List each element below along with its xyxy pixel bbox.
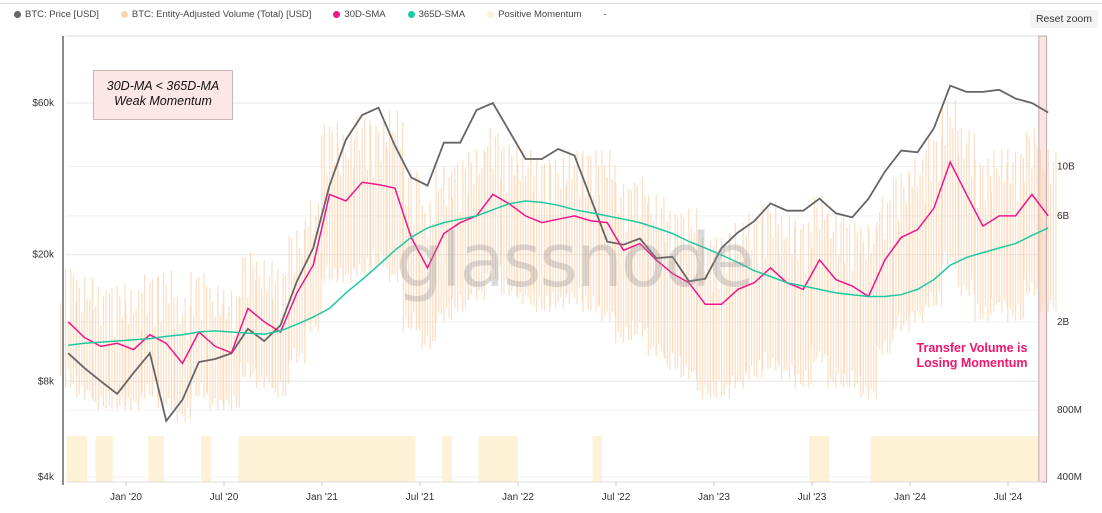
x-tick-label: Jul '22	[602, 492, 631, 503]
x-tick-label: Jan '22	[502, 492, 534, 503]
reset-zoom-button[interactable]: Reset zoom	[1029, 10, 1098, 28]
legend-dot-icon	[487, 11, 495, 18]
legend-label: 365D-SMA	[418, 9, 466, 20]
legend-dot-icon	[333, 11, 341, 18]
legend-label: BTC: Price [USD]	[25, 9, 99, 20]
y-left-tick-label: $4k	[38, 472, 55, 483]
positive-momentum-band	[238, 436, 416, 482]
y-left-tick-label: $20k	[32, 250, 55, 261]
positive-momentum-band	[592, 436, 602, 482]
losing-momentum-annotation: Transfer Volume is Losing Momentum	[900, 341, 1044, 371]
annotation-line1: 30D-MA < 365D-MA	[106, 79, 220, 93]
legend-item[interactable]: -	[604, 9, 607, 20]
positive-momentum-band	[870, 436, 1039, 482]
axes: $4k $8k $20k $60k 400M 800M 2B 6B 10B Jan '20 Jul …	[32, 36, 1082, 503]
positive-momentum-band	[95, 436, 113, 482]
x-tick-label: Jul '24	[994, 492, 1023, 503]
x-tick-label: Jan '23	[698, 492, 730, 503]
legend-item[interactable]: BTC: Price [USD]	[14, 9, 99, 20]
x-tick-label: Jan '24	[894, 492, 926, 503]
weak-momentum-annotation: 30D-MA < 365D-MA Weak Momentum	[93, 70, 233, 120]
y-left-tick-label: $60k	[32, 98, 55, 109]
legend-dot-icon	[14, 11, 21, 18]
legend-item[interactable]: BTC: Entity-Adjusted Volume (Total) [USD…	[120, 9, 312, 20]
legend-item[interactable]: 30D-SMA	[333, 9, 386, 20]
x-tick-label: Jan '21	[306, 492, 338, 503]
positive-momentum-band	[200, 436, 211, 482]
series-line-365d-sma	[68, 200, 1049, 346]
positive-momentum-band	[478, 436, 518, 482]
x-tick-label: Jul '21	[406, 492, 435, 503]
annotation-line2: Weak Momentum	[114, 94, 212, 108]
legend-label: -	[603, 9, 607, 20]
x-tick-label: Jul '20	[210, 492, 239, 503]
y-right-tick-label: 6B	[1057, 211, 1070, 222]
legend-item[interactable]: 365D-SMA	[407, 9, 466, 20]
series-line-30d-sma	[67, 160, 1049, 365]
annotation-red-line1: Transfer Volume is	[916, 341, 1028, 355]
x-tick-label: Jul '23	[798, 492, 827, 503]
legend: BTC: Price [USD] BTC: Entity-Adjusted Vol…	[14, 9, 629, 20]
positive-momentum-band	[809, 436, 830, 482]
legend-label: Positive Momentum	[498, 9, 582, 20]
legend-label: 30D-SMA	[344, 9, 386, 20]
legend-dot-icon	[407, 11, 415, 18]
positive-momentum-band	[442, 436, 452, 482]
legend-item[interactable]: Positive Momentum	[487, 9, 582, 20]
x-tick-label: Jan '20	[110, 492, 142, 503]
positive-momentum-band	[148, 436, 165, 482]
glassnode-watermark: glassnode	[396, 218, 755, 304]
line-series	[67, 84, 1049, 424]
legend-dot-icon	[120, 11, 128, 18]
y-right-tick-label: 2B	[1057, 317, 1070, 328]
positive-momentum-bands	[66, 35, 1048, 483]
top-border	[0, 3, 1102, 4]
y-right-tick-label: 10B	[1057, 162, 1075, 173]
annotation-red-line2: Losing Momentum	[916, 356, 1028, 370]
y-right-tick-label: 400M	[1057, 472, 1082, 483]
positive-momentum-band	[66, 436, 88, 482]
volume-series	[59, 99, 1057, 424]
y-left-tick-label: $8k	[38, 376, 55, 387]
y-right-tick-label: 800M	[1057, 405, 1082, 416]
legend-label: BTC: Entity-Adjusted Volume (Total) [USD…	[131, 9, 312, 20]
